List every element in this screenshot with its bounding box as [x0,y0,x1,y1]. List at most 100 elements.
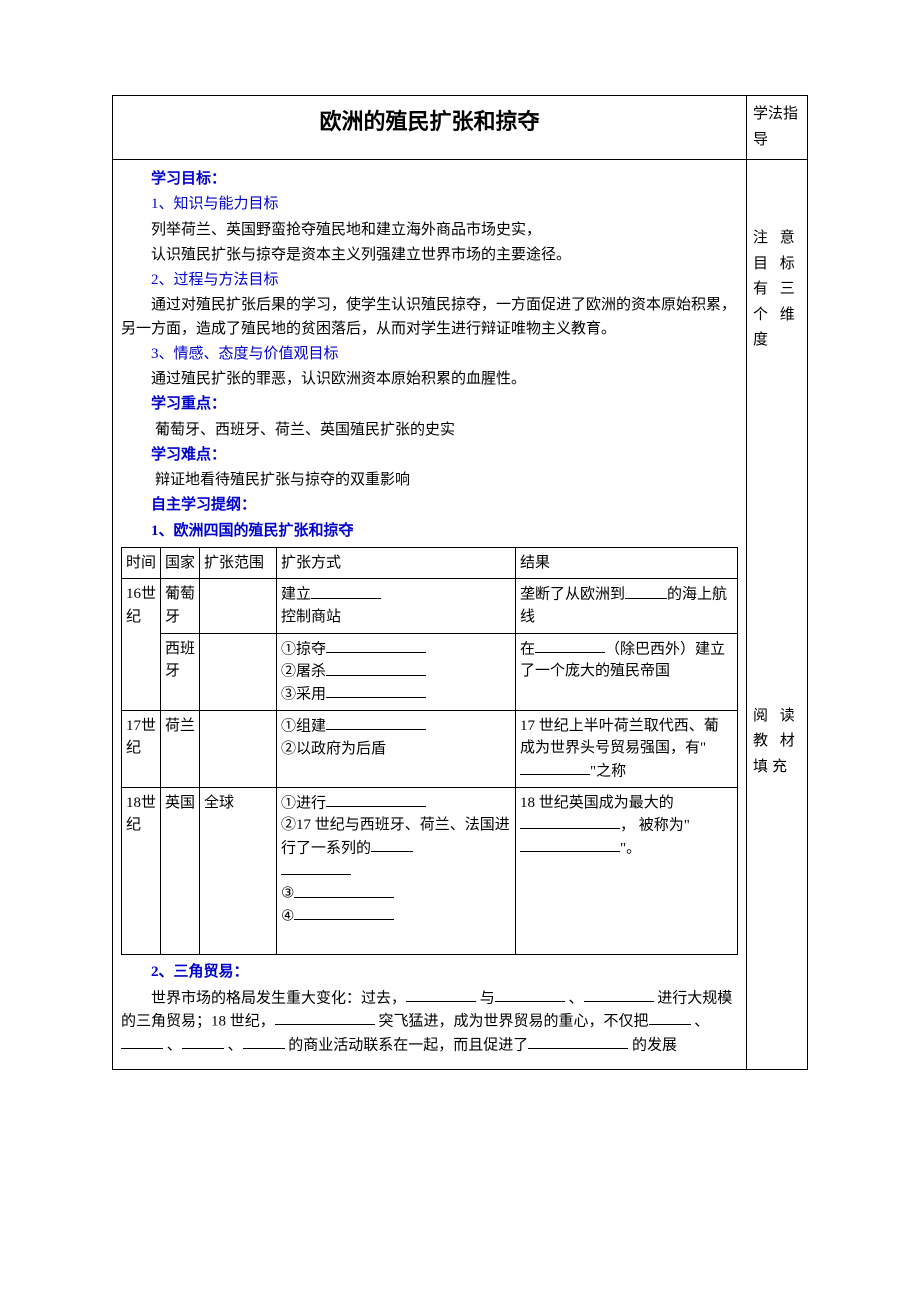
lesson-title: 欧洲的殖民扩张和掠夺 [113,96,747,160]
th-time: 时间 [122,547,161,579]
text: ， 被称为" [620,817,690,833]
text: "之称 [590,763,626,779]
worksheet-outer-table: 欧洲的殖民扩张和掠夺 学法指导 学习目标： 1、知识与能力目标 列举荷兰、英国野… [112,95,808,1070]
side-note-read: 阅 读教 材填充 [753,704,801,781]
text: 、 [167,1037,182,1053]
text: ①进行 [281,795,326,811]
blank [406,987,476,1002]
th-result: 结果 [516,547,738,579]
cell-range-holland [200,710,277,787]
blank [649,1010,691,1025]
cell-time-16c: 16世纪 [122,579,161,711]
process-text: 通过对殖民扩张后果的学习，使学生认识殖民掠夺，一方面促进了欧洲的资本原始积累，另… [121,294,738,341]
blank [311,583,381,598]
text: 在 [520,641,535,657]
cell-result-spain: 在（除巴西外）建立了一个庞大的殖民帝国 [516,633,738,710]
blank [326,683,426,698]
blank [520,837,620,852]
cell-method-england: ①进行 ②17 世纪与西班牙、荷兰、法国进行了一系列的 ③ ④ [277,787,516,955]
process-label: 2、过程与方法目标 [121,269,738,292]
th-range: 扩张范围 [200,547,277,579]
cell-range-portugal [200,579,277,633]
cell-country-spain: 西班牙 [161,633,200,710]
objectives-heading: 学习目标： [121,168,738,191]
text: ②屠杀 [281,664,326,680]
blank [584,987,654,1002]
text: 18 世纪英国成为最大的 [520,795,674,811]
cell-range-england: 全球 [200,787,277,955]
side-note-dims: 注 意目 标有 三个 维度 [753,226,801,354]
values-text: 通过殖民扩张的罪恶，认识欧洲资本原始积累的血腥性。 [121,368,738,391]
triangle-heading: 2、三角贸易： [121,961,738,984]
expansion-table: 时间 国家 扩张范围 扩张方式 结果 16世纪 葡萄牙 建立 控制商站 垄断了从… [121,547,738,956]
cell-result-portugal: 垄断了从欧洲到的海上航线 [516,579,738,633]
blank [535,638,605,653]
text: ①组建 [281,718,326,734]
blank [281,860,351,875]
table-header-row: 时间 国家 扩张范围 扩张方式 结果 [122,547,738,579]
blank [294,905,394,920]
outline-sub1: 1、欧洲四国的殖民扩张和掠夺 [121,520,738,543]
text: 、 [569,990,584,1006]
text: ②以政府为后盾 [281,741,386,757]
blank [326,638,426,653]
difficulty-heading: 学习难点： [121,444,738,467]
blank [294,882,394,897]
blank [495,987,565,1002]
cell-time-18c: 18世纪 [122,787,161,955]
text: 、 [694,1013,709,1029]
cell-country-england: 英国 [161,787,200,955]
text: 垄断了从欧洲到 [520,587,625,603]
blank [275,1010,375,1025]
table-row: 17世纪 荷兰 ①组建 ②以政府为后盾 17 世纪上半叶荷兰取代西、葡成为世界头… [122,710,738,787]
cell-method-portugal: 建立 控制商站 [277,579,516,633]
text: ④ [281,908,294,924]
text: 的商业活动联系在一起，而且促进了 [288,1037,528,1053]
text: 的发展 [632,1037,677,1053]
cell-method-spain: ①掠夺 ②屠杀 ③采用 [277,633,516,710]
table-row: 西班牙 ①掠夺 ②屠杀 ③采用 在（除巴西外）建立了一个庞大的殖民帝国 [122,633,738,710]
focus-heading: 学习重点： [121,393,738,416]
blank [182,1034,224,1049]
th-method: 扩张方式 [277,547,516,579]
table-row: 18世纪 英国 全球 ①进行 ②17 世纪与西班牙、荷兰、法国进行了一系列的 ③… [122,787,738,955]
blank [528,1034,628,1049]
text: ①掠夺 [281,641,326,657]
knowledge-line2: 认识殖民扩张与掠夺是资本主义列强建立世界市场的主要途径。 [121,244,738,267]
text: ③ [281,886,294,902]
cell-method-holland: ①组建 ②以政府为后盾 [277,710,516,787]
focus-text: 葡萄牙、西班牙、荷兰、英国殖民扩张的史实 [121,419,738,442]
text: 建立 [281,587,311,603]
blank [326,660,426,675]
knowledge-label: 1、知识与能力目标 [121,193,738,216]
blank [520,814,620,829]
cell-result-holland: 17 世纪上半叶荷兰取代西、葡成为世界头号贸易强国，有" "之称 [516,710,738,787]
blank [326,792,426,807]
values-label: 3、情感、态度与价值观目标 [121,343,738,366]
text: 与 [480,990,495,1006]
cell-range-spain [200,633,277,710]
blank [121,1034,163,1049]
cell-result-england: 18 世纪英国成为最大的 ， 被称为" "。 [516,787,738,955]
blank [625,583,667,598]
text: 控制商站 [281,609,341,625]
cell-country-holland: 荷兰 [161,710,200,787]
text: "。 [620,840,641,856]
main-content: 学习目标： 1、知识与能力目标 列举荷兰、英国野蛮抢夺殖民地和建立海外商品市场史… [113,160,747,1070]
difficulty-text: 辩证地看待殖民扩张与掠夺的双重影响 [121,469,738,492]
text: 突飞猛进，成为世界贸易的重心，不仅把 [379,1013,649,1029]
text: ③采用 [281,686,326,702]
cell-country-portugal: 葡萄牙 [161,579,200,633]
th-country: 国家 [161,547,200,579]
blank [326,715,426,730]
text: 、 [228,1037,243,1053]
side-column: 注 意目 标有 三个 维度 阅 读教 材填充 [747,160,808,1070]
side-top: 学法指导 [747,96,808,160]
text: 世界市场的格局发生重大变化：过去， [151,990,406,1006]
blank [371,837,413,852]
blank [243,1034,285,1049]
blank [520,760,590,775]
text: 17 世纪上半叶荷兰取代西、葡成为世界头号贸易强国，有" [520,718,719,757]
knowledge-line1: 列举荷兰、英国野蛮抢夺殖民地和建立海外商品市场史实， [121,219,738,242]
outline-heading: 自主学习提纲： [121,494,738,517]
